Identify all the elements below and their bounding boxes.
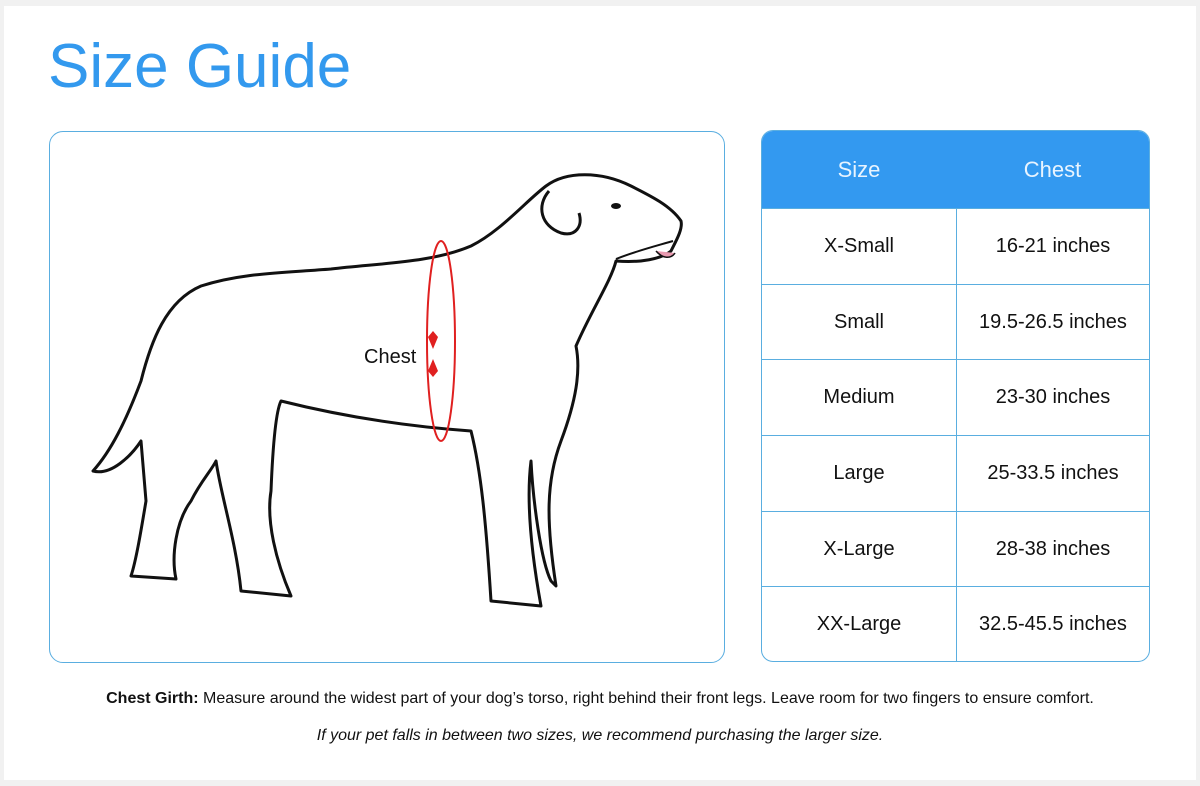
dog-eye xyxy=(611,203,621,209)
table-row: XX-Large 32.5-45.5 inches xyxy=(762,586,1149,661)
sizing-tip: If your pet falls in between two sizes, … xyxy=(316,727,884,744)
chest-cell: 16-21 inches xyxy=(995,234,1111,257)
chest-girth-note: Chest Girth: Measure around the widest p… xyxy=(0,690,1200,708)
chest-cell: 25-33.5 inches xyxy=(987,461,1119,484)
table-row: Large 25-33.5 inches xyxy=(762,435,1149,511)
dog-tongue xyxy=(655,250,676,258)
size-cell: Small xyxy=(762,284,957,360)
chest-cell: 23-30 inches xyxy=(995,386,1111,409)
size-cell: Large xyxy=(762,436,957,511)
chest-measure-line xyxy=(426,240,456,442)
chest-cell: 28-38 inches xyxy=(995,537,1111,560)
page-title: Size Guide xyxy=(48,32,352,101)
table-row: Small 19.5-26.5 inches xyxy=(762,283,1149,360)
dog-outline xyxy=(91,173,683,608)
table-header: Size Chest xyxy=(762,131,1149,208)
note-label: Chest Girth: xyxy=(106,690,199,707)
dog-mouth xyxy=(615,240,674,260)
size-cell: XX-Large xyxy=(762,587,957,661)
arrow-down-icon xyxy=(428,359,438,377)
dog-illustration-panel: Chest xyxy=(49,131,725,663)
size-table: Size Chest X-Small 16-21 inches Small 19.5… xyxy=(761,130,1150,662)
header-size: Size xyxy=(837,156,881,182)
header-chest: Chest xyxy=(1023,156,1082,182)
dog-illustration xyxy=(91,173,683,608)
chest-label: Chest xyxy=(364,346,417,368)
arrow-up-icon xyxy=(428,331,438,349)
chest-cell: 32.5-45.5 inches xyxy=(979,613,1127,636)
table-row: X-Large 28-38 inches xyxy=(762,510,1149,587)
note-text: Measure around the widest part of your d… xyxy=(198,690,1094,707)
size-cell: X-Large xyxy=(762,511,957,587)
size-cell: X-Small xyxy=(762,209,957,284)
table-row: Medium 23-30 inches xyxy=(762,359,1149,436)
size-cell: Medium xyxy=(762,360,957,436)
chest-cell: 19.5-26.5 inches xyxy=(979,310,1127,333)
dog-ear xyxy=(540,190,582,236)
table-row: X-Small 16-21 inches xyxy=(762,208,1149,284)
